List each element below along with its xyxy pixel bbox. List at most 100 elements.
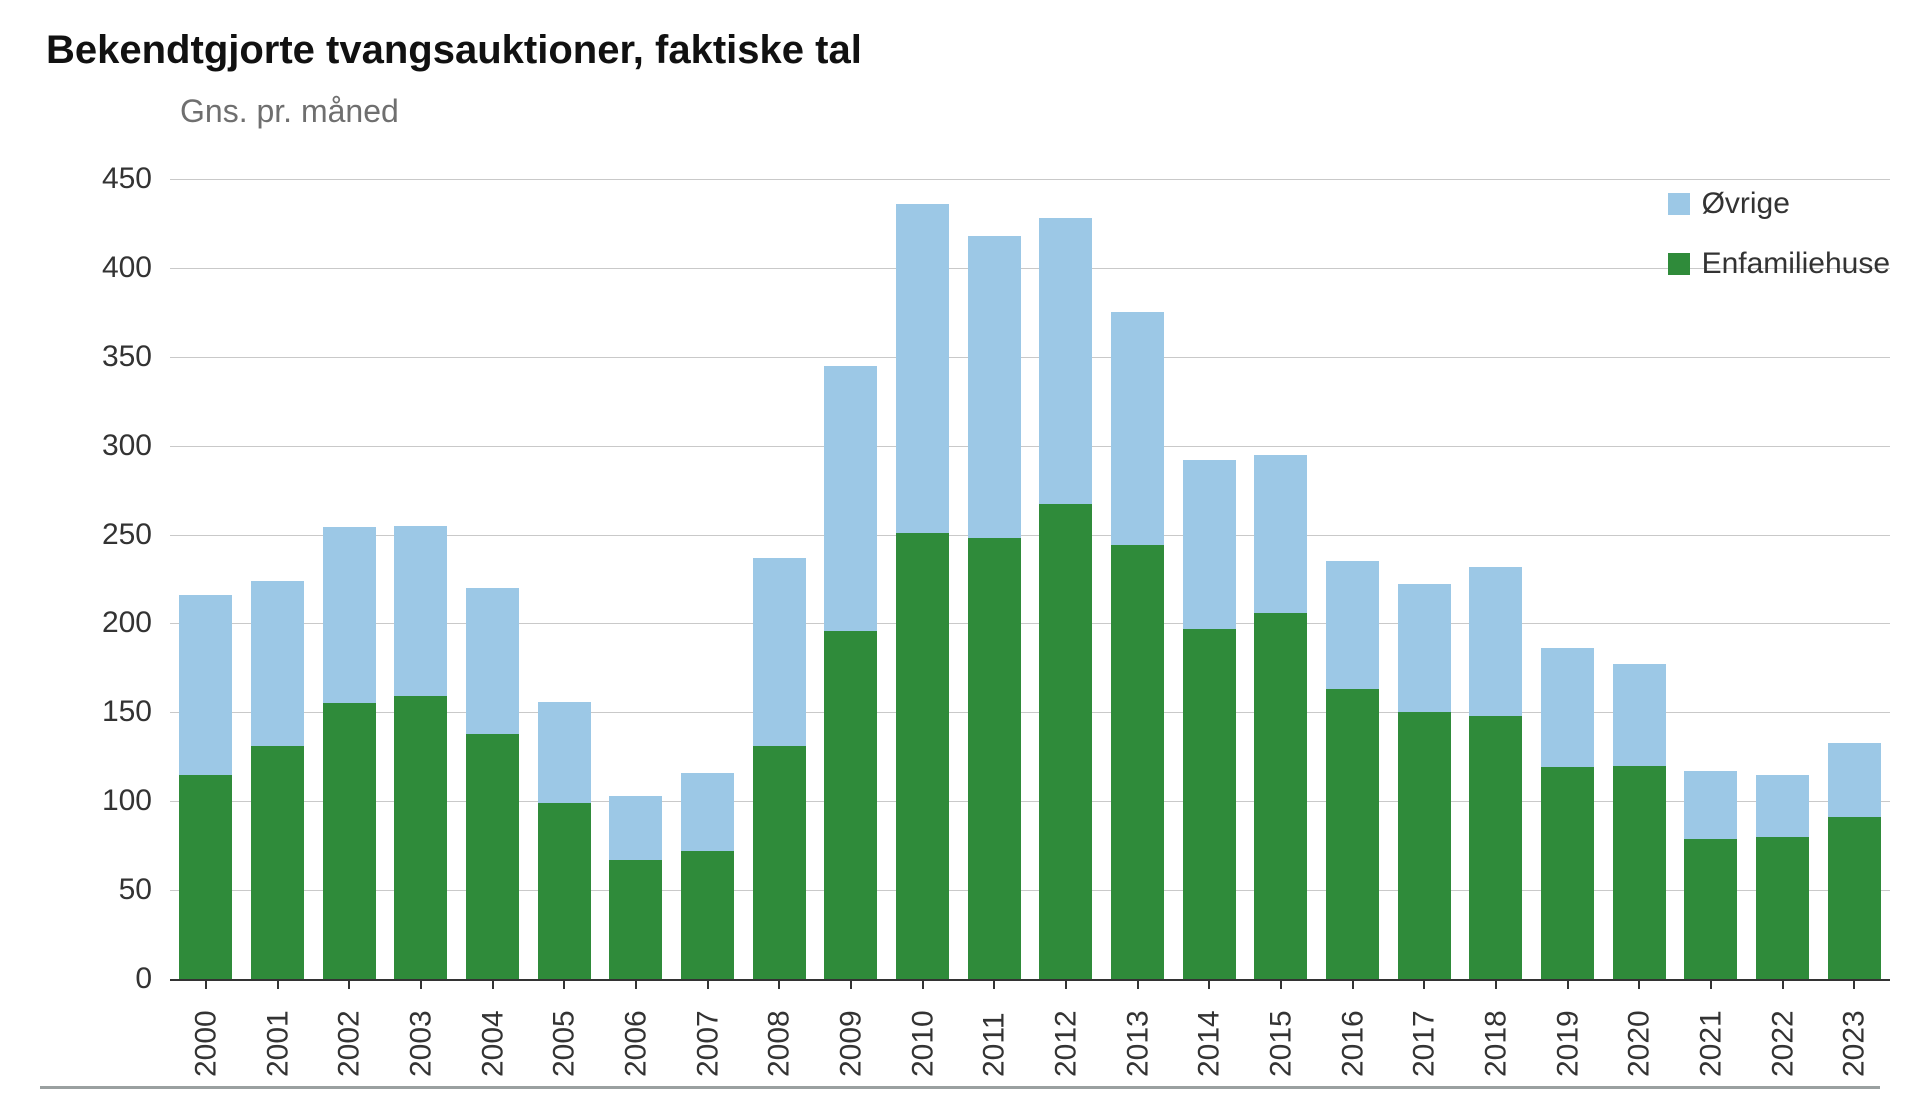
chart-subtitle: Gns. pr. måned [180,93,399,130]
bar-segment-enfamiliehuse [896,533,949,979]
bar [1183,179,1236,979]
bar-segment-enfamiliehuse [824,631,877,979]
bar [1254,179,1307,979]
chart-title: Bekendtgjorte tvangsauktioner, faktiske … [46,28,1880,73]
y-tick-label: 100 [40,784,152,818]
bar-segment-øvrige [1469,567,1522,716]
y-tick-label: 350 [40,340,152,374]
bar-segment-øvrige [1326,561,1379,689]
bar [1828,179,1881,979]
x-tick [563,979,565,989]
x-tick-label: 2019 [1551,1010,1585,1077]
bar-segment-enfamiliehuse [1398,712,1451,979]
bar [1469,179,1522,979]
plot-wrap: Gns. pr. måned05010015020025030035040045… [40,79,1910,1107]
x-tick [1495,979,1497,989]
bar-segment-øvrige [1039,218,1092,504]
x-tick-label: 2004 [476,1010,510,1077]
bar-segment-øvrige [179,595,232,775]
bar-segment-øvrige [968,236,1021,538]
x-tick-label: 2020 [1623,1010,1657,1077]
y-tick-label: 0 [40,962,152,996]
x-tick [1352,979,1354,989]
bar-segment-øvrige [251,581,304,746]
x-tick-label: 2013 [1121,1010,1155,1077]
bar-segment-enfamiliehuse [466,734,519,979]
x-tick-label: 2003 [404,1010,438,1077]
legend-label: Enfamiliehuse [1702,247,1890,281]
bar-segment-enfamiliehuse [681,851,734,979]
x-tick [277,979,279,989]
bar [896,179,949,979]
bar [466,179,519,979]
bar-segment-enfamiliehuse [323,703,376,979]
legend-swatch [1668,253,1690,275]
bar-segment-enfamiliehuse [1613,766,1666,979]
bottom-rule [40,1086,1880,1089]
x-tick-label: 2012 [1049,1010,1083,1077]
bar-segment-øvrige [1183,460,1236,629]
bar [968,179,1021,979]
bar-segment-øvrige [681,773,734,851]
x-tick-label: 2008 [763,1010,797,1077]
x-tick-label: 2014 [1193,1010,1227,1077]
bar-segment-øvrige [1613,664,1666,765]
bar-segment-enfamiliehuse [1111,545,1164,979]
bar [323,179,376,979]
bar-segment-enfamiliehuse [1756,837,1809,979]
bar [251,179,304,979]
x-tick [635,979,637,989]
legend-swatch [1668,193,1690,215]
x-tick [1208,979,1210,989]
bar-segment-øvrige [1254,455,1307,613]
bar-segment-øvrige [1111,312,1164,545]
x-tick [850,979,852,989]
bar [1684,179,1737,979]
bar-segment-enfamiliehuse [1684,839,1737,979]
x-tick-label: 2007 [691,1010,725,1077]
bar-segment-enfamiliehuse [394,696,447,979]
bar [1039,179,1092,979]
bar [1613,179,1666,979]
x-tick [1137,979,1139,989]
bar-segment-øvrige [1684,771,1737,839]
legend-label: Øvrige [1702,187,1790,221]
bar-segment-enfamiliehuse [1469,716,1522,979]
x-tick [492,979,494,989]
x-axis-line [170,979,1890,981]
bar [824,179,877,979]
bar-segment-øvrige [1828,743,1881,818]
x-tick [1065,979,1067,989]
y-tick-label: 150 [40,695,152,729]
bar-segment-øvrige [1541,648,1594,767]
bar [394,179,447,979]
bar-segment-øvrige [753,558,806,746]
y-tick-label: 50 [40,873,152,907]
x-tick [1638,979,1640,989]
x-tick-label: 2018 [1479,1010,1513,1077]
bar-segment-enfamiliehuse [1039,504,1092,979]
bar-segment-øvrige [609,796,662,860]
x-tick-label: 2000 [189,1010,223,1077]
bar [1111,179,1164,979]
bar [1541,179,1594,979]
x-tick-label: 2002 [333,1010,367,1077]
x-tick-label: 2017 [1408,1010,1442,1077]
legend-item: Øvrige [1668,187,1890,221]
y-tick-label: 250 [40,518,152,552]
x-tick-label: 2015 [1264,1010,1298,1077]
x-tick-label: 2001 [261,1010,295,1077]
y-tick-label: 450 [40,162,152,196]
bar [538,179,591,979]
bar-segment-enfamiliehuse [1541,767,1594,979]
bar-segment-enfamiliehuse [1326,689,1379,979]
bar-segment-øvrige [896,204,949,533]
y-tick-label: 400 [40,251,152,285]
x-tick [1423,979,1425,989]
x-tick-label: 2016 [1336,1010,1370,1077]
bar-segment-enfamiliehuse [179,775,232,979]
x-tick [1567,979,1569,989]
bar [681,179,734,979]
y-tick-label: 200 [40,606,152,640]
plot-area [170,179,1890,979]
